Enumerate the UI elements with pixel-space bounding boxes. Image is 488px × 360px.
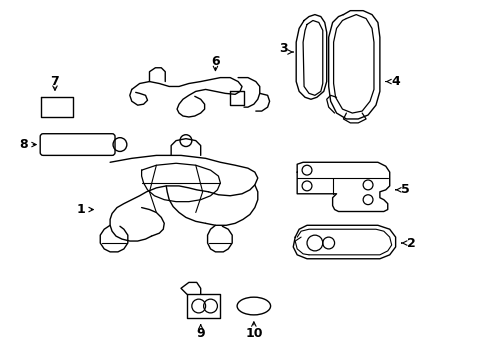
Text: 6: 6 bbox=[211, 55, 219, 68]
Text: 7: 7 bbox=[50, 75, 59, 88]
Text: 1: 1 bbox=[76, 203, 85, 216]
Text: 5: 5 bbox=[400, 183, 409, 196]
Text: 4: 4 bbox=[390, 75, 399, 88]
Text: 10: 10 bbox=[244, 327, 262, 340]
Text: 3: 3 bbox=[279, 41, 287, 55]
Text: 8: 8 bbox=[19, 138, 28, 151]
Text: 2: 2 bbox=[406, 237, 415, 249]
Text: 9: 9 bbox=[196, 327, 204, 340]
